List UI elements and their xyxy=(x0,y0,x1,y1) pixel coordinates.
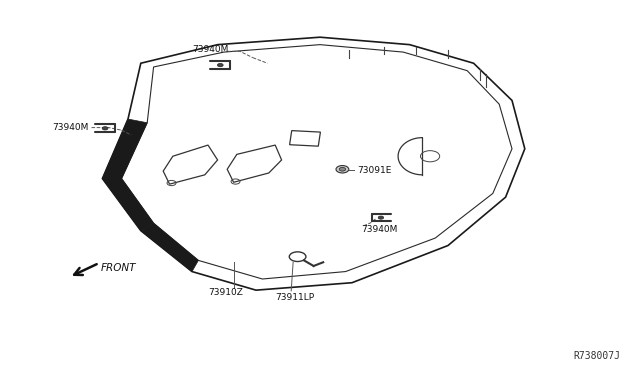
Text: 73940M: 73940M xyxy=(52,123,89,132)
Polygon shape xyxy=(141,223,198,272)
Circle shape xyxy=(339,167,346,171)
Text: 73940M: 73940M xyxy=(362,225,398,234)
Circle shape xyxy=(218,64,223,67)
Circle shape xyxy=(102,126,108,130)
Circle shape xyxy=(336,166,349,173)
Bar xyxy=(289,131,321,146)
Circle shape xyxy=(378,216,383,219)
Text: 73940M: 73940M xyxy=(192,45,228,54)
Polygon shape xyxy=(102,119,154,231)
Text: 73091E: 73091E xyxy=(357,166,392,174)
Text: 73910Z: 73910Z xyxy=(208,288,243,296)
Text: FRONT: FRONT xyxy=(101,263,136,273)
Text: R738007J: R738007J xyxy=(574,351,621,361)
Text: 73911LP: 73911LP xyxy=(275,293,314,302)
